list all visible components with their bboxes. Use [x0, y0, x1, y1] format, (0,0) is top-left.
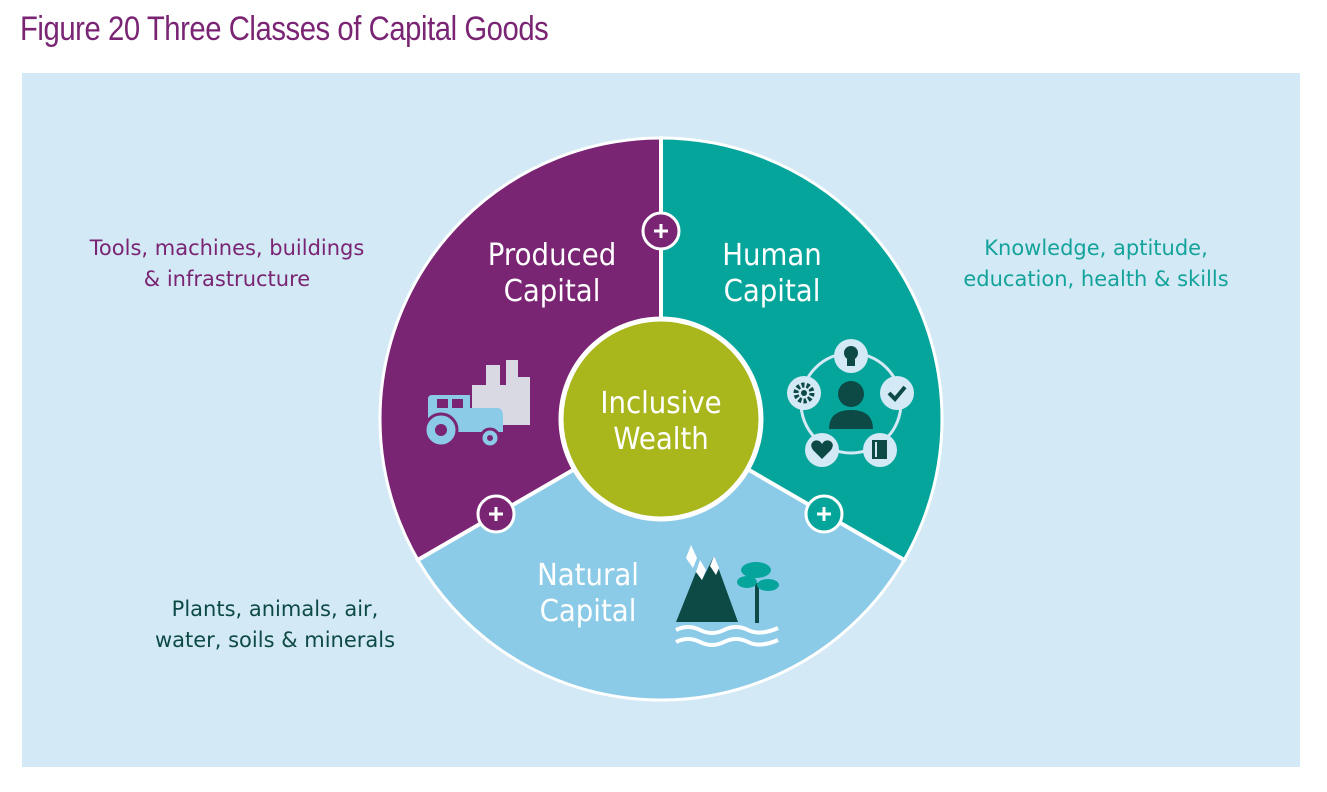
produced-capital-description: Tools, machines, buildings & infrastruct… — [89, 236, 365, 291]
person-skills-icon — [787, 339, 914, 467]
gear-icon — [787, 376, 821, 410]
lightbulb-icon — [834, 339, 868, 373]
figure-title: Figure 20 Three Classes of Capital Goods — [20, 10, 549, 48]
checkmark-icon — [880, 376, 914, 410]
heart-icon — [805, 433, 839, 467]
book-icon — [863, 433, 897, 467]
natural-capital-label: Natural Capital — [537, 558, 639, 629]
plus-connector-right — [804, 494, 844, 534]
plus-connector-left — [476, 494, 516, 534]
inclusive-wealth-center — [558, 316, 764, 522]
produced-capital-label: Produced Capital — [487, 238, 617, 309]
tractor-factory-icon — [423, 360, 530, 449]
human-capital-description: Knowledge, aptitude, education, health &… — [963, 236, 1229, 291]
natural-capital-description: Plants, animals, air, water, soils & min… — [154, 597, 396, 652]
inclusive-wealth-label: Inclusive Wealth — [600, 386, 722, 457]
plus-connector-top — [641, 211, 681, 251]
human-capital-label: Human Capital — [722, 238, 822, 309]
mountain-tree-water-icon — [675, 545, 779, 647]
